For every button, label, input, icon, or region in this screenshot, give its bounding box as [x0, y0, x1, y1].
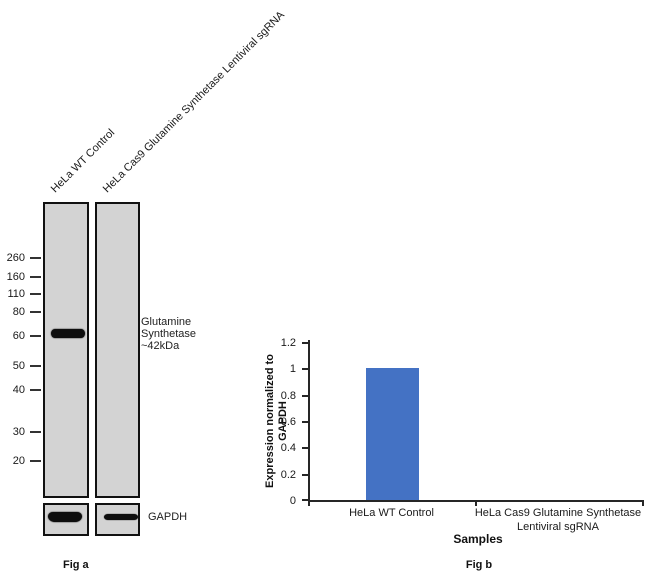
- y-tick-label-0-4: 0.4: [280, 442, 296, 454]
- mw-marker-160: 160: [0, 270, 41, 284]
- mw-marker-tick: [30, 276, 41, 278]
- x-category-label-hela-wt: HeLa WT Control: [349, 507, 434, 519]
- blot-lane1-main: [43, 202, 89, 498]
- mw-marker-50: 50: [0, 359, 41, 373]
- mw-marker-value: 110: [7, 288, 25, 300]
- y-tick-mark: [302, 342, 308, 344]
- mw-marker-value: 80: [12, 306, 25, 318]
- y-tick-mark: [302, 368, 308, 370]
- band-annotation-glutamine-synthetase: Glutamine Synthetase ~42kDa: [141, 316, 197, 352]
- bar-hela-wt-control: [366, 368, 419, 500]
- mw-marker-value: 30: [12, 426, 25, 438]
- y-tick-label-1: 1: [289, 363, 296, 375]
- mw-marker-value: 260: [6, 252, 25, 264]
- band-gapdh-lane1: [48, 512, 82, 522]
- y-tick-label-1-2: 1.2: [280, 337, 296, 349]
- mw-marker-110: 110: [0, 287, 41, 301]
- y-tick-label-0: 0: [289, 495, 296, 507]
- mw-marker-80: 80: [0, 305, 41, 319]
- mw-marker-value: 160: [6, 271, 25, 283]
- x-tick-mark: [475, 502, 477, 506]
- y-tick-label-0-8: 0.8: [280, 390, 296, 402]
- mw-marker-value: 50: [12, 360, 25, 372]
- y-axis-line: [308, 340, 310, 506]
- y-tick-label-0-6: 0.6: [280, 416, 296, 428]
- blot-lane-label-hela-cas9-sgrna: HeLa Cas9 Glutamine Synthetase Lentivira…: [100, 9, 287, 196]
- band-gapdh-lane2: [104, 514, 138, 520]
- x-axis-line: [308, 500, 644, 502]
- y-tick-mark: [302, 395, 308, 397]
- y-tick-mark: [302, 474, 308, 476]
- mw-marker-tick: [30, 335, 41, 337]
- blot-lane2-main: [95, 202, 140, 498]
- fig-b-caption: Fig b: [465, 559, 493, 571]
- mw-marker-value: 20: [12, 455, 25, 467]
- mw-marker-20: 20: [0, 454, 41, 468]
- mw-marker-tick: [30, 257, 41, 259]
- mw-marker-60: 60: [0, 329, 41, 343]
- mw-marker-tick: [30, 293, 41, 295]
- mw-marker-tick: [30, 460, 41, 462]
- mw-marker-tick: [30, 365, 41, 367]
- mw-marker-40: 40: [0, 383, 41, 397]
- fig-a-caption: Fig a: [63, 559, 89, 571]
- x-tick-mark: [642, 502, 644, 506]
- y-tick-mark: [302, 421, 308, 423]
- gapdh-label: GAPDH: [148, 511, 188, 523]
- mw-marker-value: 40: [12, 384, 25, 396]
- y-tick-mark: [302, 499, 308, 501]
- x-axis-title: Samples: [453, 532, 503, 546]
- mw-marker-260: 260: [0, 251, 41, 265]
- mw-marker-tick: [30, 311, 41, 313]
- mw-marker-value: 60: [12, 330, 25, 342]
- mw-marker-tick: [30, 431, 41, 433]
- mw-marker-tick: [30, 389, 41, 391]
- y-tick-label-0-2: 0.2: [280, 469, 296, 481]
- y-tick-mark: [302, 447, 308, 449]
- mw-marker-30: 30: [0, 425, 41, 439]
- x-category-label-hela-cas9-sgrna: HeLa Cas9 Glutamine Synthetase Lentivira…: [474, 507, 642, 533]
- band-glutamine-synthetase-lane1: [51, 329, 85, 338]
